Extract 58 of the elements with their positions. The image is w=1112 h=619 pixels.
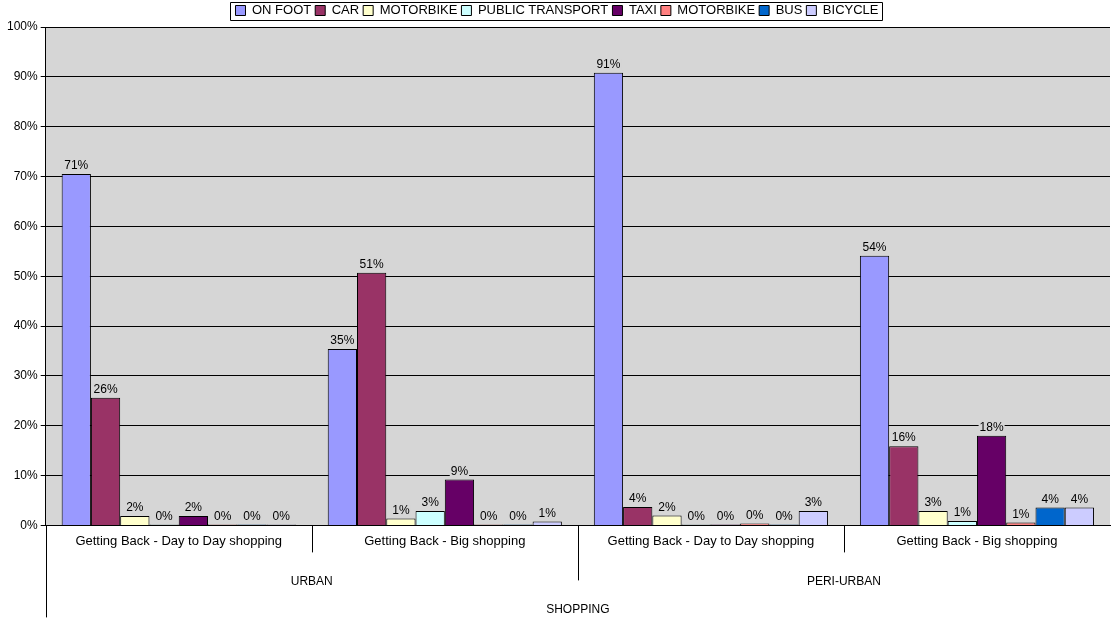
- data-label: 3%: [421, 495, 440, 510]
- data-label: 71%: [64, 158, 89, 173]
- y-tick-label: 80%: [13, 118, 39, 133]
- legend-label: TAXI: [628, 2, 657, 18]
- legend-label: MOTORBIKE: [379, 2, 458, 18]
- data-label: 9%: [450, 463, 469, 478]
- data-label: 51%: [359, 257, 384, 272]
- x-tick-label: Getting Back - Big shopping: [896, 532, 1058, 548]
- data-label: 0%: [213, 508, 232, 523]
- data-label: 1%: [538, 505, 557, 520]
- y-tick-label: 0%: [20, 517, 39, 532]
- y-tick-label: 50%: [13, 268, 39, 283]
- data-label: 0%: [687, 508, 706, 523]
- data-label: 3%: [924, 495, 943, 510]
- text: URBAN: [290, 573, 333, 588]
- data-label: 0%: [716, 508, 735, 523]
- text: PERI-URBAN: [806, 573, 881, 588]
- data-label: 26%: [93, 382, 118, 397]
- x-axis-title: SHOPPING: [546, 601, 610, 616]
- x-tick-label: Getting Back - Day to Day shopping: [607, 532, 815, 548]
- data-label: 2%: [658, 499, 676, 514]
- data-label: 0%: [155, 508, 174, 523]
- legend-label: MOTORBIKE: [677, 2, 756, 18]
- y-tick-label: 90%: [13, 69, 39, 84]
- data-label: 4%: [1041, 491, 1060, 506]
- data-label: 0%: [509, 508, 527, 523]
- data-label: 91%: [596, 57, 621, 72]
- legend-label: BICYCLE: [822, 2, 879, 18]
- x-tick-label: Getting Back - Big shopping: [364, 532, 526, 548]
- data-label: 18%: [979, 420, 1004, 434]
- data-label: 1%: [1012, 506, 1030, 521]
- y-tick-label: 20%: [13, 418, 39, 433]
- legend-label: ON FOOT: [252, 2, 312, 18]
- y-tick-label: 60%: [13, 218, 39, 233]
- data-label: 1%: [953, 505, 972, 520]
- y-tick-label: 70%: [13, 168, 39, 183]
- data-label: 4%: [629, 491, 647, 506]
- x-tick-label: Getting Back - Day to Day shopping: [75, 532, 283, 548]
- y-tick-label: 40%: [13, 318, 39, 333]
- data-label: 2%: [184, 500, 203, 515]
- data-label: 0%: [272, 508, 291, 523]
- data-label: 0%: [775, 508, 794, 523]
- legend-label: CAR: [331, 2, 360, 18]
- y-tick-label: 30%: [13, 368, 39, 383]
- legend-label: PUBLIC TRANSPORT: [477, 2, 609, 18]
- y-tick-label: 10%: [13, 467, 39, 482]
- data-label: 16%: [891, 430, 917, 445]
- y-tick-label: 100%: [6, 19, 39, 34]
- data-label: 0%: [243, 508, 261, 523]
- data-label: 0%: [480, 508, 498, 523]
- legend-label: BUS: [775, 2, 803, 18]
- data-label: 54%: [862, 240, 887, 255]
- data-label: 4%: [1070, 491, 1089, 506]
- data-label: 2%: [126, 500, 144, 515]
- data-label: 3%: [804, 495, 823, 510]
- data-label: 35%: [330, 333, 355, 348]
- data-label: 0%: [746, 507, 764, 522]
- data-label: 1%: [392, 502, 410, 517]
